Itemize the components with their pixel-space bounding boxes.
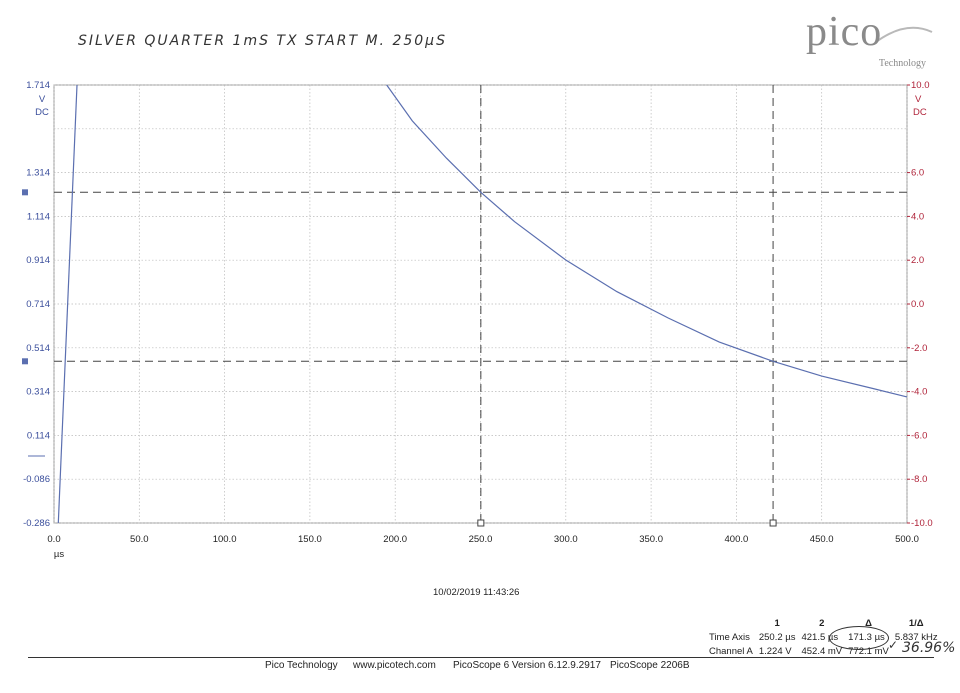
x-axis-unit: µs	[54, 549, 64, 560]
header-cell: 1/Δ	[908, 617, 924, 629]
left-tick-label: -0.086	[23, 474, 50, 485]
x-tick-label: 500.0	[895, 534, 919, 545]
trace	[57, 84, 908, 524]
table-cell: Time Axis	[709, 631, 750, 643]
right-tick-label: 10.0	[911, 80, 930, 91]
time-cursor-handle	[769, 519, 777, 527]
x-tick-label: 0.0	[47, 534, 60, 545]
check-mark-icon: ✓	[888, 638, 899, 652]
table-cell: 250.2 µs	[758, 631, 796, 643]
footer-version: PicoScope 6 Version 6.12.9.2917	[453, 660, 601, 671]
right-tick-label: 6.0	[911, 168, 924, 179]
handwritten-title: SILVER QUARTER 1mS TX START M. 250µS	[78, 33, 447, 49]
right-tick-label: -8.0	[911, 474, 927, 485]
x-tick-label: 400.0	[725, 534, 749, 545]
left-tick-label: -0.286	[23, 518, 50, 529]
pico-logo: pico Technology	[806, 9, 934, 72]
right-axis-coupling: DC	[913, 107, 927, 118]
left-tick-label: 0.514	[26, 343, 50, 354]
left-tick-label: 1.314	[26, 168, 50, 179]
left-tick-label: 0.314	[26, 387, 50, 398]
left-axis-unit: V	[39, 94, 46, 105]
table-cell: 1.224 V	[758, 645, 792, 657]
grid	[53, 84, 908, 524]
footer-url: www.picotech.com	[353, 660, 436, 671]
capture-timestamp: 10/02/2019 11:43:26	[433, 587, 520, 598]
measurements-header-row: 1 2 Δ 1/Δ	[706, 616, 941, 630]
footer-company: Pico Technology	[265, 660, 338, 671]
table-cell: 421.5 µs	[801, 631, 839, 643]
x-tick-label: 250.0	[469, 534, 493, 545]
right-axis: 10.0 6.0 4.0 2.0 0.0 -2.0 -4.0 -6.0 -8.0 -10.0 V DC	[907, 80, 933, 529]
footer-divider	[28, 657, 934, 658]
voltage-cursor-handle	[22, 358, 28, 365]
right-axis-unit: V	[915, 94, 922, 105]
voltage-cursor-handle	[22, 189, 28, 196]
x-tick-label: 300.0	[554, 534, 578, 545]
header-cell	[706, 616, 756, 630]
scope-chart: 1.714 1.314 1.114 0.914 0.714 0.514 0.314 0.114…	[22, 80, 933, 560]
right-tick-label: -6.0	[911, 430, 927, 441]
x-axis: 0.0 50.0 100.0 150.0 200.0 250.0 300.0 350.0 400…	[47, 534, 919, 560]
x-tick-label: 200.0	[383, 534, 407, 545]
trace-decay	[386, 84, 908, 398]
right-tick-label: -2.0	[911, 343, 927, 354]
table-cell: 452.4 mV	[801, 645, 843, 657]
x-tick-label: 50.0	[130, 534, 149, 545]
table-cell: 772.1 mV	[848, 645, 889, 657]
x-tick-label: 100.0	[213, 534, 237, 545]
header-cell: 2	[819, 617, 825, 629]
table-cell: Channel A	[709, 645, 753, 657]
table-row: Channel A 1.224 V 452.4 mV 772.1 mV	[706, 644, 941, 658]
table-cell: 5.837 kHz	[894, 631, 938, 643]
x-tick-label: 150.0	[298, 534, 322, 545]
right-tick-label: 2.0	[911, 255, 924, 266]
left-axis: 1.714 1.314 1.114 0.914 0.714 0.514 0.314 0.114…	[22, 80, 50, 529]
delta-circle-annotation	[829, 626, 889, 650]
handwritten-percentage: 36.96%	[902, 640, 956, 656]
left-tick-label: 1.114	[27, 211, 50, 222]
logo-subtitle: Technology	[878, 58, 926, 69]
right-tick-label: 0.0	[911, 299, 924, 310]
x-tick-label: 350.0	[639, 534, 663, 545]
right-tick-label: -4.0	[911, 387, 927, 398]
right-tick-label: -10.0	[911, 518, 933, 529]
left-tick-label: 1.714	[26, 80, 50, 91]
logo-swoosh	[875, 26, 933, 43]
cursors[interactable]	[54, 85, 907, 527]
header-cell: 1	[774, 617, 780, 629]
x-tick-label: 450.0	[810, 534, 834, 545]
trace-rising-edge	[57, 84, 78, 524]
left-axis-coupling: DC	[35, 107, 49, 118]
logo-word: pico	[806, 9, 883, 55]
left-tick-label: 0.714	[26, 299, 50, 310]
right-tick-label: 4.0	[911, 211, 924, 222]
footer-device: PicoScope 2206B	[610, 660, 690, 671]
left-tick-label: 0.914	[26, 255, 50, 266]
header-cell: Δ	[865, 617, 872, 629]
time-cursor-handle	[477, 519, 485, 527]
left-tick-label: 0.114	[27, 430, 50, 441]
